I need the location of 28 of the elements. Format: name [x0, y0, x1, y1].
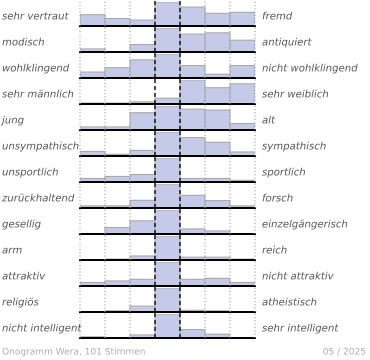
y-axis-title: gesellig	[2, 220, 41, 230]
y2-axis-title: fremd	[262, 12, 292, 20]
y2-axis-title: atheistisch	[262, 298, 316, 306]
y2-axis-title: alt	[262, 116, 276, 124]
y-axis-title: jung	[0, 116, 24, 126]
y2-axis-title: einzelgängerisch	[262, 220, 348, 230]
y-axis-title: religiös	[2, 298, 39, 308]
y-axis-title: unsportlich	[2, 168, 58, 178]
y2-axis-title: reich	[262, 246, 287, 254]
y-axis-title: unsympathisch	[2, 142, 78, 152]
y2-axis-title: antiquiert	[262, 38, 312, 48]
y2-axis-title: sehr weiblich	[262, 90, 328, 98]
y-axis-title: arm	[2, 248, 22, 254]
y2-axis-title: sehr intelligent	[262, 324, 339, 334]
y2-axis-title: nicht attraktiv	[262, 272, 334, 280]
y2-axis-title: nicht wohlklingend	[262, 64, 358, 74]
y2-axis-title: sympathisch	[262, 142, 326, 152]
y-axis-title: nicht intelligent	[2, 324, 82, 334]
text: 05 / 2025	[323, 348, 366, 356]
y-axis-title: modisch	[2, 38, 44, 46]
y2-axis-title: forsch	[262, 194, 293, 202]
y2-axis-title: sportlich	[262, 168, 306, 178]
text: Onogramm Wera, 101 Stimmen	[2, 348, 145, 356]
y-axis-title: attraktiv	[2, 272, 46, 280]
y-axis-title: zurückhaltend	[2, 194, 74, 202]
y-axis-title: sehr männlich	[2, 90, 74, 98]
y-axis-title: wohlklingend	[2, 64, 70, 74]
y-axis-title: sehr vertraut	[2, 12, 69, 20]
